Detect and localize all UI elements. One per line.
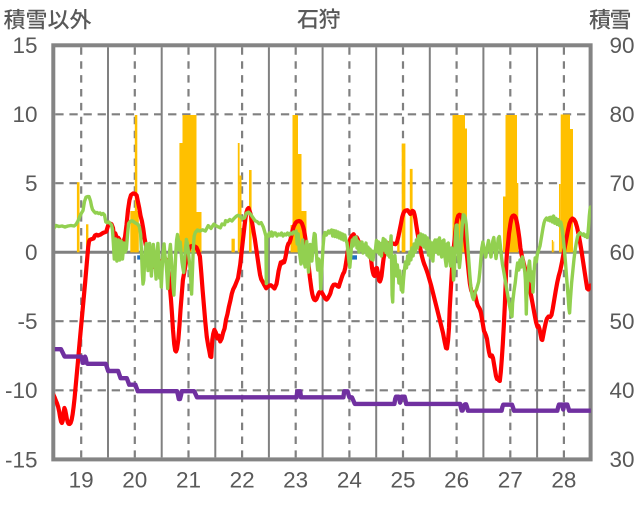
svg-text:5: 5 (25, 171, 38, 196)
svg-text:0: 0 (25, 240, 38, 265)
svg-text:23: 23 (283, 468, 308, 493)
svg-text:10: 10 (12, 102, 37, 127)
svg-text:25: 25 (390, 468, 415, 493)
svg-text:15: 15 (12, 33, 37, 58)
svg-text:28: 28 (551, 468, 576, 493)
svg-text:26: 26 (444, 468, 469, 493)
svg-text:22: 22 (230, 468, 255, 493)
svg-text:20: 20 (122, 468, 147, 493)
svg-text:19: 19 (69, 468, 94, 493)
svg-text:70: 70 (610, 171, 635, 196)
svg-text:90: 90 (610, 33, 635, 58)
svg-text:-15: -15 (5, 447, 38, 472)
svg-text:27: 27 (498, 468, 523, 493)
svg-text:-5: -5 (17, 309, 37, 334)
svg-text:40: 40 (610, 378, 635, 403)
svg-text:50: 50 (610, 309, 635, 334)
svg-text:30: 30 (610, 447, 635, 472)
svg-text:24: 24 (337, 468, 362, 493)
svg-text:60: 60 (610, 240, 635, 265)
svg-text:80: 80 (610, 102, 635, 127)
svg-text:21: 21 (176, 468, 201, 493)
svg-text:-10: -10 (5, 378, 38, 403)
